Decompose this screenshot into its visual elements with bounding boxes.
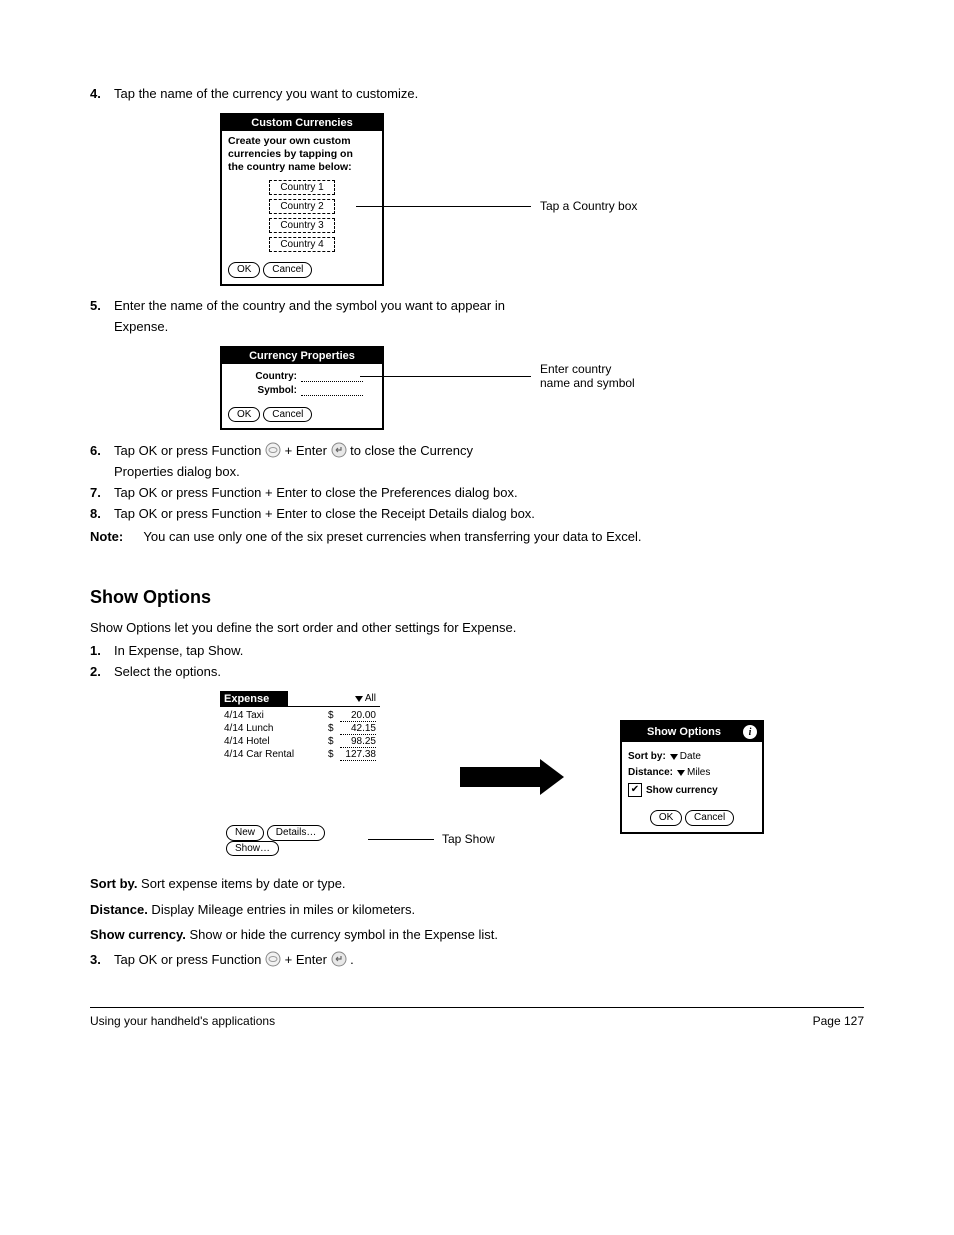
distance-def-text: Display Mileage entries in miles or kilo… <box>148 902 415 917</box>
custom-currencies-dialog: Custom Currencies Create your own custom… <box>220 113 384 286</box>
so-step3-mid: + Enter <box>285 952 331 967</box>
step7-number: 7. <box>90 485 114 500</box>
show-options-dialog: Show Options i Sort by: Date Distance: M… <box>620 720 764 834</box>
step6-after: to close the Currency <box>350 443 473 458</box>
arrow-icon <box>460 767 540 787</box>
step5-cont: Expense. <box>114 319 864 334</box>
expense-new-button[interactable]: New <box>226 825 264 841</box>
expense-list: 4/14 Taxi $ 20.00 4/14 Lunch $ 42.15 4/1… <box>220 707 380 821</box>
showcur-def-text: Show or hide the currency symbol in the … <box>186 927 498 942</box>
so-step1-text: In Expense, tap Show. <box>114 643 243 658</box>
expense-title: Expense <box>220 691 288 707</box>
step6-before: Tap OK or press Function <box>114 443 265 458</box>
expense-filter-dropdown[interactable]: All <box>288 691 380 707</box>
cp-callout-l1: Enter country <box>540 362 635 376</box>
show-callout-text: Tap Show <box>442 832 495 846</box>
expense-filter-value: All <box>365 693 376 704</box>
step8-number: 8. <box>90 506 114 521</box>
dropdown-icon <box>670 754 678 760</box>
step8-text: Tap OK or press Function + Enter to clos… <box>114 506 535 521</box>
expense-row[interactable]: 4/14 Lunch $ 42.15 <box>224 723 376 735</box>
cc-ok-button[interactable]: OK <box>228 262 260 278</box>
so-sortby-value: Date <box>680 751 701 762</box>
cc-instruction-l3: the country name below: <box>228 161 376 174</box>
so-ok-button[interactable]: OK <box>650 810 682 826</box>
info-icon[interactable]: i <box>742 724 758 740</box>
showcur-def-label: Show currency. <box>90 927 186 942</box>
enter-key-icon <box>331 442 347 458</box>
cc-callout-line <box>356 206 531 207</box>
enter-key-icon <box>331 951 347 967</box>
sortby-def-label: Sort by. <box>90 876 137 891</box>
note-text: You can use only one of the six preset c… <box>143 529 641 544</box>
currency-properties-dialog: Currency Properties Country: Symbol: OK … <box>220 346 384 431</box>
step7-text: Tap OK or press Function + Enter to clos… <box>114 485 518 500</box>
cc-callout-text: Tap a Country box <box>540 199 637 213</box>
expense-row[interactable]: 4/14 Taxi $ 20.00 <box>224 710 376 722</box>
footer-left: Using your handheld's applications <box>90 1014 275 1028</box>
cc-cancel-button[interactable]: Cancel <box>263 262 312 278</box>
step4-number: 4. <box>90 86 114 101</box>
country-1-button[interactable]: Country 1 <box>269 180 334 195</box>
step6-number: 6. <box>90 443 114 458</box>
country-2-button[interactable]: Country 2 <box>269 199 334 214</box>
step5-number: 5. <box>90 298 114 313</box>
step6-cont: Properties dialog box. <box>114 464 864 479</box>
expense-screen: Expense All 4/14 Taxi $ 20.00 4/14 Lunch… <box>220 691 380 862</box>
show-callout-line <box>368 839 434 840</box>
so-cancel-button[interactable]: Cancel <box>685 810 734 826</box>
country-4-button[interactable]: Country 4 <box>269 237 334 252</box>
function-key-icon <box>265 442 281 458</box>
cp-symbol-field[interactable] <box>301 385 363 396</box>
cp-country-label: Country: <box>241 371 297 382</box>
distance-def-label: Distance. <box>90 902 148 917</box>
so-distance-dropdown[interactable]: Miles <box>677 767 710 778</box>
cp-callout-line <box>360 376 531 377</box>
so-step3-before: Tap OK or press Function <box>114 952 261 967</box>
so-distance-value: Miles <box>687 767 710 778</box>
so-distance-label: Distance: <box>628 767 673 778</box>
show-options-heading: Show Options <box>90 587 864 608</box>
so-dialog-title: Show Options <box>626 726 742 738</box>
cp-callout-l2: name and symbol <box>540 376 635 390</box>
step6-mid: + Enter <box>285 443 331 458</box>
footer-right: Page 127 <box>813 1014 864 1028</box>
cp-ok-button[interactable]: OK <box>228 407 260 423</box>
so-show-currency-checkbox[interactable]: ✔ <box>628 783 642 797</box>
expense-row[interactable]: 4/14 Car Rental $ 127.38 <box>224 749 376 761</box>
note-label: Note: <box>90 527 140 547</box>
cp-cancel-button[interactable]: Cancel <box>263 407 312 423</box>
so-show-currency-label: Show currency <box>646 785 718 796</box>
so-step3-number: 3. <box>90 952 114 967</box>
so-step2-text: Select the options. <box>114 664 221 679</box>
cp-title: Currency Properties <box>222 348 382 364</box>
cc-instruction-l1: Create your own custom <box>228 135 376 148</box>
so-sortby-label: Sort by: <box>628 751 666 762</box>
function-key-icon <box>265 951 281 967</box>
step4-text: Tap the name of the currency you want to… <box>114 86 418 101</box>
so-sortby-dropdown[interactable]: Date <box>670 751 701 762</box>
so-step3-after: . <box>350 952 354 967</box>
cp-country-field[interactable] <box>301 371 363 382</box>
custom-currencies-title: Custom Currencies <box>222 115 382 131</box>
show-options-body: Show Options let you define the sort ord… <box>90 618 864 638</box>
cc-instruction-l2: currencies by tapping on <box>228 148 376 161</box>
dropdown-icon <box>677 770 685 776</box>
so-step1-number: 1. <box>90 643 114 658</box>
so-step2-number: 2. <box>90 664 114 679</box>
sortby-def-text: Sort expense items by date or type. <box>137 876 345 891</box>
filter-dropdown-icon <box>355 696 363 702</box>
country-3-button[interactable]: Country 3 <box>269 218 334 233</box>
expense-details-button[interactable]: Details… <box>267 825 326 841</box>
step5-text: Enter the name of the country and the sy… <box>114 298 505 313</box>
expense-row[interactable]: 4/14 Hotel $ 98.25 <box>224 736 376 748</box>
cp-symbol-label: Symbol: <box>241 385 297 396</box>
expense-show-button[interactable]: Show… <box>226 841 279 857</box>
